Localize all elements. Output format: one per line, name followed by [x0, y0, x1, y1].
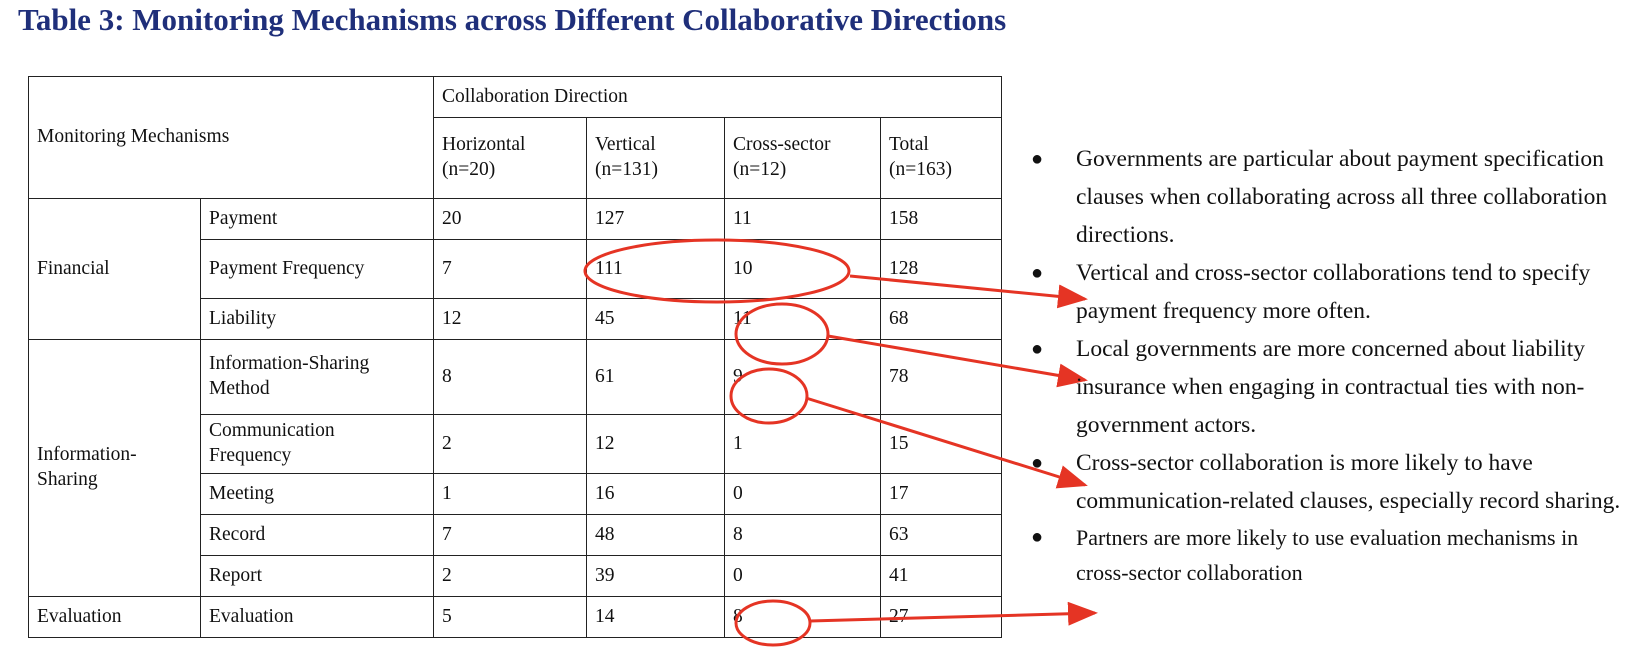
- value-cell: 1: [724, 414, 881, 474]
- value-cell: 128: [880, 239, 1002, 299]
- value-cell: 2: [433, 414, 587, 474]
- value-cell: 78: [880, 339, 1002, 415]
- monitoring-mechanisms-table: Monitoring Mechanisms Collaboration Dire…: [28, 76, 1002, 638]
- value-cell: 158: [880, 198, 1002, 240]
- value-cell: 8: [724, 514, 881, 556]
- column-header-total: Total (n=163): [880, 117, 1002, 199]
- value-cell: 8: [724, 596, 881, 638]
- finding-item: ● Local governments are more concerned ab…: [1031, 330, 1636, 444]
- mechanism-label: Evaluation: [200, 596, 434, 638]
- value-cell: 2: [433, 555, 587, 597]
- value-cell: 127: [586, 198, 725, 240]
- finding-item: ● Partners are more likely to use evaluat…: [1031, 520, 1636, 590]
- category-evaluation: Evaluation: [28, 596, 201, 638]
- group-header: Collaboration Direction: [433, 76, 1002, 118]
- category-information-sharing: Information- Sharing: [28, 339, 201, 597]
- column-header-cross-sector: Cross-sector (n=12): [724, 117, 881, 199]
- value-cell: 41: [880, 555, 1002, 597]
- mechanism-label: Payment: [200, 198, 434, 240]
- value-cell: 45: [586, 298, 725, 340]
- finding-item: ● Governments are particular about paymen…: [1031, 140, 1636, 254]
- bullet-icon: ●: [1031, 452, 1044, 474]
- table-row: Record 7 48 8 63: [29, 514, 1002, 556]
- value-cell: 0: [724, 473, 881, 515]
- value-cell: 12: [433, 298, 587, 340]
- column-header-horizontal: Horizontal (n=20): [433, 117, 587, 199]
- value-cell: 14: [586, 596, 725, 638]
- value-cell: 63: [880, 514, 1002, 556]
- column-header-vertical: Vertical (n=131): [586, 117, 725, 199]
- table-row: Meeting 1 16 0 17: [29, 473, 1002, 515]
- corner-header: Monitoring Mechanisms: [28, 76, 434, 199]
- value-cell: 10: [724, 239, 881, 299]
- bullet-icon: ●: [1031, 526, 1044, 548]
- value-cell: 12: [586, 414, 725, 474]
- table-row: Evaluation Evaluation 5 14 8 27: [28, 596, 1002, 638]
- value-cell: 39: [586, 555, 725, 597]
- value-cell: 7: [433, 239, 587, 299]
- findings-list: ● Governments are particular about paymen…: [1031, 140, 1636, 590]
- value-cell: 111: [586, 239, 725, 299]
- page-title: Table 3: Monitoring Mechanisms across Di…: [18, 2, 1007, 37]
- table-row: Financial Payment 20 127 11 158: [28, 198, 1002, 340]
- value-cell: 8: [433, 339, 587, 415]
- mechanism-label: Report: [200, 555, 434, 597]
- value-cell: 48: [586, 514, 725, 556]
- table-row: Information- Sharing Information-Sharing…: [28, 339, 1002, 597]
- value-cell: 61: [586, 339, 725, 415]
- value-cell: 27: [880, 596, 1002, 638]
- value-cell: 11: [724, 198, 881, 240]
- value-cell: 20: [433, 198, 587, 240]
- value-cell: 17: [880, 473, 1002, 515]
- value-cell: 15: [880, 414, 1002, 474]
- bullet-icon: ●: [1031, 148, 1044, 170]
- mechanism-label: Payment Frequency: [200, 239, 434, 299]
- value-cell: 16: [586, 473, 725, 515]
- bullet-icon: ●: [1031, 338, 1044, 360]
- value-cell: 7: [433, 514, 587, 556]
- mechanism-label: Information-Sharing Method: [200, 339, 434, 415]
- value-cell: 1: [433, 473, 587, 515]
- value-cell: 11: [724, 298, 881, 340]
- table-row: Report 2 39 0 41: [29, 555, 1002, 597]
- mechanism-label: Liability: [200, 298, 434, 340]
- value-cell: 9: [724, 339, 881, 415]
- mechanism-label: Record: [200, 514, 434, 556]
- mechanism-label: Meeting: [200, 473, 434, 515]
- mechanism-label: Communication Frequency: [200, 414, 434, 474]
- value-cell: 0: [724, 555, 881, 597]
- value-cell: 5: [433, 596, 587, 638]
- finding-item: ● Vertical and cross-sector collaboration…: [1031, 254, 1636, 330]
- bullet-icon: ●: [1031, 262, 1044, 284]
- finding-item: ● Cross-sector collaboration is more like…: [1031, 444, 1636, 520]
- category-financial: Financial: [28, 198, 201, 340]
- value-cell: 68: [880, 298, 1002, 340]
